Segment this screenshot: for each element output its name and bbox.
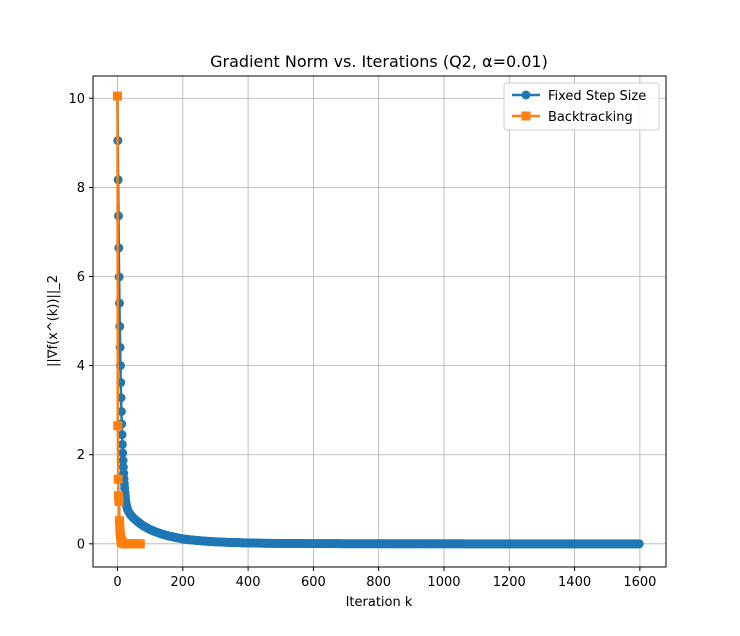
legend-label-fixed-step: Fixed Step Size: [548, 89, 646, 104]
plot-area: [112, 91, 644, 549]
marker-fixed-step-size: [117, 439, 127, 449]
x-tick-label: 0: [113, 575, 121, 590]
legend-marker-fixed-step: [521, 90, 531, 100]
marker-fixed-step-size: [634, 539, 644, 549]
x-tick-label: 1400: [558, 575, 591, 590]
marker-fixed-step-size: [118, 448, 128, 458]
x-axis-label: Iteration k: [346, 595, 413, 610]
axes-frame: [92, 75, 667, 568]
marker-backtracking: [114, 497, 124, 506]
marker-backtracking: [114, 516, 124, 526]
x-tick-label: 600: [301, 575, 326, 590]
y-tick-label: 6: [77, 270, 85, 285]
marker-fixed-step-size: [118, 456, 128, 466]
y-tick-label: 0: [77, 537, 85, 552]
x-tick-label: 1200: [493, 575, 526, 590]
y-tick-label: 2: [77, 448, 85, 463]
marker-fixed-step-size: [116, 407, 126, 416]
y-tick-label: 4: [77, 359, 85, 374]
marker-fixed-step-size: [114, 272, 124, 282]
marker-fixed-step-size: [114, 298, 124, 308]
legend-marker-backtracking: [521, 111, 531, 121]
marker-backtracking: [135, 539, 145, 549]
x-tick-label: 400: [236, 575, 261, 590]
chart-title: Gradient Norm vs. Iterations (Q2, α=0.01…: [210, 52, 548, 71]
y-tick-label: 8: [77, 181, 85, 196]
legend: Fixed Step Size Backtracking: [503, 82, 660, 131]
marker-backtracking: [113, 421, 123, 431]
x-tick-label: 1000: [427, 575, 460, 590]
legend-label-backtracking: Backtracking: [548, 110, 633, 125]
legend-box: [503, 82, 660, 131]
x-tick-label: 1600: [623, 575, 656, 590]
y-axis-label: ||∇f(x^(k))||_2: [46, 275, 61, 367]
x-tick-label: 200: [170, 575, 195, 590]
x-tick-label: 800: [366, 575, 391, 590]
marker-fixed-step-size: [117, 430, 127, 440]
marker-backtracking: [113, 474, 123, 484]
marker-backtracking: [112, 91, 122, 101]
ticks: 0 200 400 600 800 1000 1200 1400 1600 0 2 4 6 8 10: [68, 92, 656, 590]
y-tick-label: 10: [68, 92, 85, 107]
